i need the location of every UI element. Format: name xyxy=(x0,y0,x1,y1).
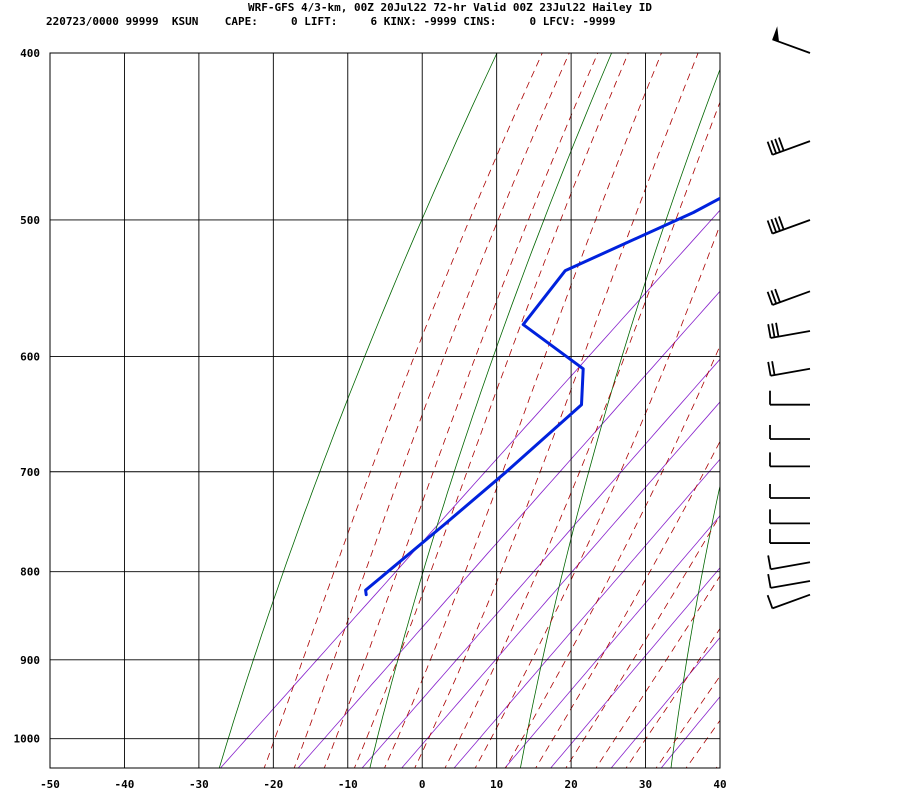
temperature-tick-label: -50 xyxy=(40,778,60,791)
mixing-ratio-line xyxy=(550,567,720,768)
mixing-ratio-line xyxy=(401,401,720,768)
wind-barb-flag xyxy=(775,322,780,337)
mixing-ratio-line xyxy=(361,358,720,768)
sounding-profiles xyxy=(364,196,720,597)
mixing-ratio-line xyxy=(297,290,720,768)
wind-barb-flag xyxy=(766,141,774,156)
wind-barb xyxy=(769,509,810,525)
temperature-tick-label: 10 xyxy=(490,778,503,791)
temperature-tick-label: -10 xyxy=(338,778,358,791)
dry-adiabat-line xyxy=(821,15,900,783)
pressure-tick-label: 500 xyxy=(20,214,40,227)
temperature-tick-label: -40 xyxy=(115,778,135,791)
pressure-tick-label: 800 xyxy=(20,566,40,579)
temperature-tick-label: 40 xyxy=(713,778,726,791)
wind-barb xyxy=(767,555,811,571)
wind-barb-flag xyxy=(767,573,772,589)
wind-barb xyxy=(767,573,811,589)
plot-axes: 400 500 600 700 800 900 1000 -50 -40 -30 -20 -10 0 10… xyxy=(14,47,727,791)
wind-barb-flag xyxy=(771,323,776,338)
wind-barb-flag xyxy=(766,220,774,234)
temperature-tick-label: -20 xyxy=(263,778,283,791)
wind-barb-flag xyxy=(767,555,772,570)
moist-adiabat-line xyxy=(565,514,720,768)
wind-barb-flag xyxy=(770,218,778,233)
moist-adiabat-line xyxy=(414,53,699,768)
moist-adiabat-line xyxy=(625,627,720,768)
wind-barbs xyxy=(766,26,811,610)
moist-adiabat-line xyxy=(323,53,599,768)
wind-barb-flag xyxy=(774,288,781,303)
wind-barb-flag xyxy=(774,217,781,232)
dry-adiabat-line xyxy=(519,68,720,768)
moist-adiabat-line xyxy=(263,53,543,768)
wind-barb-staff xyxy=(770,330,811,339)
wind-barb-flag xyxy=(778,216,785,230)
moist-adiabat-line xyxy=(535,440,720,768)
moist-adiabat-line xyxy=(715,761,720,768)
wind-barb xyxy=(769,424,810,440)
chart-title: WRF-GFS 4/3-km, 00Z 20Jul22 72-hr Valid … xyxy=(248,1,652,14)
wind-barb-flag xyxy=(766,291,774,306)
moist-adiabat-line xyxy=(505,344,720,768)
wind-barb-staff xyxy=(772,219,811,235)
pressure-tick-label: 1000 xyxy=(14,733,41,746)
wind-barb-flag xyxy=(767,361,772,376)
wind-barb-flag xyxy=(770,139,778,154)
dewpoint-profile-line xyxy=(364,196,720,597)
moist-adiabat-line xyxy=(474,224,720,768)
mixing-ratio-line xyxy=(219,209,720,768)
wind-barb-staff xyxy=(772,290,811,306)
pressure-tick-label: 600 xyxy=(20,350,40,363)
wind-barb xyxy=(772,26,811,54)
mixing-ratio-line xyxy=(453,458,720,768)
wind-barb xyxy=(769,452,810,468)
wind-barb-staff xyxy=(772,593,811,610)
wind-barb xyxy=(766,288,811,306)
plot-frame xyxy=(49,52,721,769)
wind-barb-staff xyxy=(772,38,811,54)
wind-barb xyxy=(766,593,811,610)
temperature-tick-label: -30 xyxy=(189,778,209,791)
moist-adiabat-line xyxy=(685,719,720,768)
dry-adiabat-line xyxy=(218,53,498,768)
wind-barb-flag xyxy=(770,290,778,304)
wind-barb xyxy=(766,137,811,156)
wind-barb-staff xyxy=(770,367,811,377)
station-indices-line: 220723/0000 99999 KSUN CAPE: 0 LIFT: 6 K… xyxy=(46,15,616,28)
wind-barb-staff xyxy=(770,580,811,589)
moist-adiabat-line xyxy=(293,53,570,768)
mixing-ratio-line xyxy=(610,636,720,768)
dry-adiabat-line xyxy=(670,484,720,768)
moist-adiabat-line xyxy=(655,675,720,768)
background-line-grid xyxy=(50,15,900,783)
mixing-ratio-line xyxy=(504,515,720,768)
dry-adiabat-line xyxy=(369,53,613,768)
wind-barb-flag xyxy=(767,324,772,339)
wind-barb-staff xyxy=(772,140,811,156)
wind-barb xyxy=(769,529,810,544)
mixing-ratio-line xyxy=(660,696,720,768)
wind-barb-staff xyxy=(770,561,811,571)
wind-barb-flag xyxy=(778,137,785,152)
wind-barb xyxy=(766,216,811,235)
wind-barb xyxy=(767,361,811,377)
wind-barb xyxy=(767,322,811,339)
pressure-tick-label: 400 xyxy=(20,47,40,60)
pressure-tick-label: 700 xyxy=(20,466,40,479)
moist-adiabat-line xyxy=(384,53,662,768)
temperature-tick-label: 0 xyxy=(419,778,426,791)
wind-barb xyxy=(769,484,810,499)
wind-barb-pennant xyxy=(772,26,779,42)
wind-barb-flag xyxy=(766,594,774,609)
pressure-tick-label: 900 xyxy=(20,654,40,667)
wind-barb-flag xyxy=(774,138,781,153)
temperature-tick-label: 20 xyxy=(564,778,577,791)
wind-barb xyxy=(769,390,810,406)
temperature-tick-label: 30 xyxy=(639,778,652,791)
moist-adiabat-line xyxy=(595,575,720,768)
wind-barb-flag xyxy=(771,361,776,376)
